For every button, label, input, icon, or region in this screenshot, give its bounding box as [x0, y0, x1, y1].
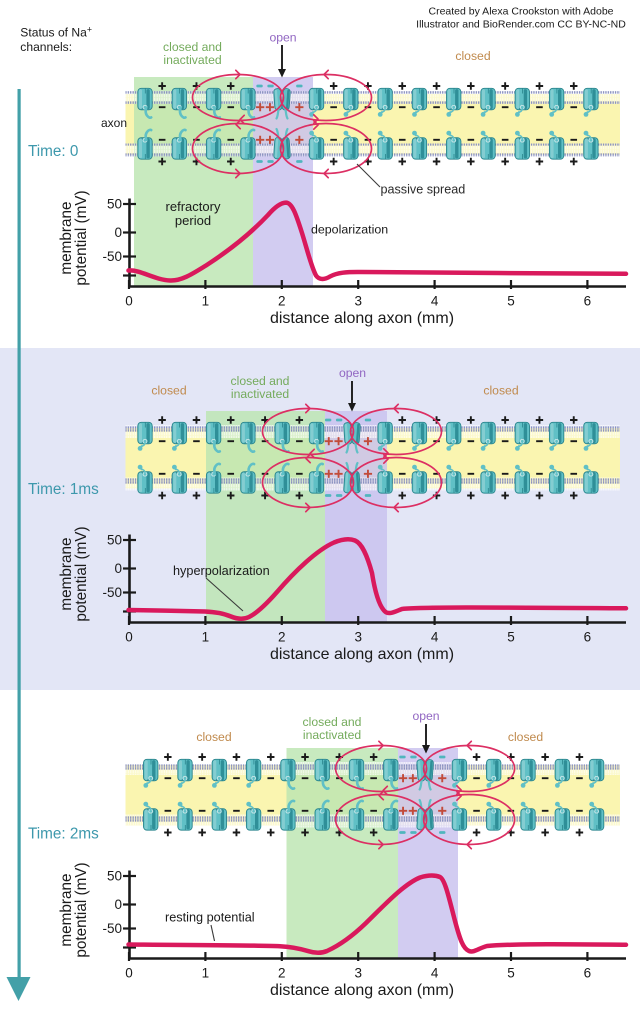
svg-text:open: open [412, 709, 439, 723]
svg-text:4: 4 [431, 965, 439, 980]
svg-text:channels:: channels: [20, 40, 72, 54]
svg-text:0: 0 [125, 293, 133, 308]
svg-text:closed: closed [151, 384, 186, 398]
svg-text:open: open [339, 366, 366, 380]
svg-text:depolarization: depolarization [311, 223, 388, 237]
svg-text:distance along axon (mm): distance along axon (mm) [270, 982, 454, 999]
svg-text:distance along axon (mm): distance along axon (mm) [270, 310, 454, 327]
svg-text:inactivated: inactivated [163, 53, 221, 67]
svg-text:2: 2 [278, 629, 286, 644]
svg-text:0: 0 [114, 561, 122, 576]
svg-text:1: 1 [202, 293, 210, 308]
svg-text:inactivated: inactivated [231, 387, 289, 401]
svg-text:closed and: closed and [303, 715, 362, 729]
svg-text:6: 6 [584, 965, 592, 980]
svg-text:2: 2 [278, 293, 286, 308]
svg-text:4: 4 [431, 293, 439, 308]
svg-text:6: 6 [584, 293, 592, 308]
svg-text:closed and: closed and [163, 40, 222, 54]
svg-text:0: 0 [125, 629, 133, 644]
svg-text:0: 0 [125, 965, 133, 980]
svg-text:-50: -50 [102, 249, 122, 264]
svg-text:inactivated: inactivated [303, 728, 361, 742]
svg-text:Created by Alexa Crookston wit: Created by Alexa Crookston with Adobe [428, 6, 613, 18]
svg-text:distance along axon (mm): distance along axon (mm) [270, 646, 454, 663]
svg-text:Time: 2ms: Time: 2ms [28, 826, 99, 843]
svg-text:-50: -50 [102, 921, 122, 936]
svg-text:5: 5 [507, 629, 515, 644]
svg-text:period: period [175, 213, 211, 228]
svg-text:50: 50 [107, 533, 122, 548]
svg-text:0: 0 [114, 897, 122, 912]
svg-text:Illustrator and BioRender.com: Illustrator and BioRender.com CC BY-NC-N… [416, 19, 626, 31]
svg-text:2: 2 [278, 965, 286, 980]
svg-text:4: 4 [431, 629, 439, 644]
svg-text:Time: 1ms: Time: 1ms [28, 481, 99, 498]
svg-text:6: 6 [584, 629, 592, 644]
svg-text:50: 50 [107, 197, 122, 212]
svg-text:potential (mV): potential (mV) [73, 526, 90, 621]
svg-text:Time: 0: Time: 0 [28, 143, 78, 160]
svg-text:closed: closed [508, 730, 543, 744]
svg-text:1: 1 [202, 965, 210, 980]
svg-text:resting potential: resting potential [165, 911, 255, 925]
svg-text:potential (mV): potential (mV) [73, 190, 90, 285]
svg-text:open: open [269, 31, 296, 45]
svg-text:3: 3 [354, 629, 362, 644]
svg-text:passive spread: passive spread [381, 183, 466, 197]
svg-text:3: 3 [354, 965, 362, 980]
svg-text:axon: axon [101, 116, 127, 130]
svg-text:potential (mV): potential (mV) [73, 862, 90, 957]
svg-text:closed: closed [483, 384, 518, 398]
svg-text:membrane: membrane [58, 201, 75, 274]
svg-text:refractory: refractory [166, 199, 221, 214]
svg-text:membrane: membrane [58, 537, 75, 610]
svg-text:Status of Na+: Status of Na+ [20, 25, 92, 40]
svg-text:closed: closed [196, 730, 231, 744]
svg-text:50: 50 [107, 869, 122, 884]
svg-text:closed and: closed and [231, 374, 290, 388]
svg-text:5: 5 [507, 293, 515, 308]
svg-text:0: 0 [114, 225, 122, 240]
svg-text:5: 5 [507, 965, 515, 980]
svg-text:closed: closed [455, 49, 490, 63]
svg-text:3: 3 [354, 293, 362, 308]
svg-text:membrane: membrane [58, 873, 75, 946]
svg-text:1: 1 [202, 629, 210, 644]
svg-text:-50: -50 [102, 585, 122, 600]
svg-text:hyperpolarization: hyperpolarization [173, 564, 270, 578]
